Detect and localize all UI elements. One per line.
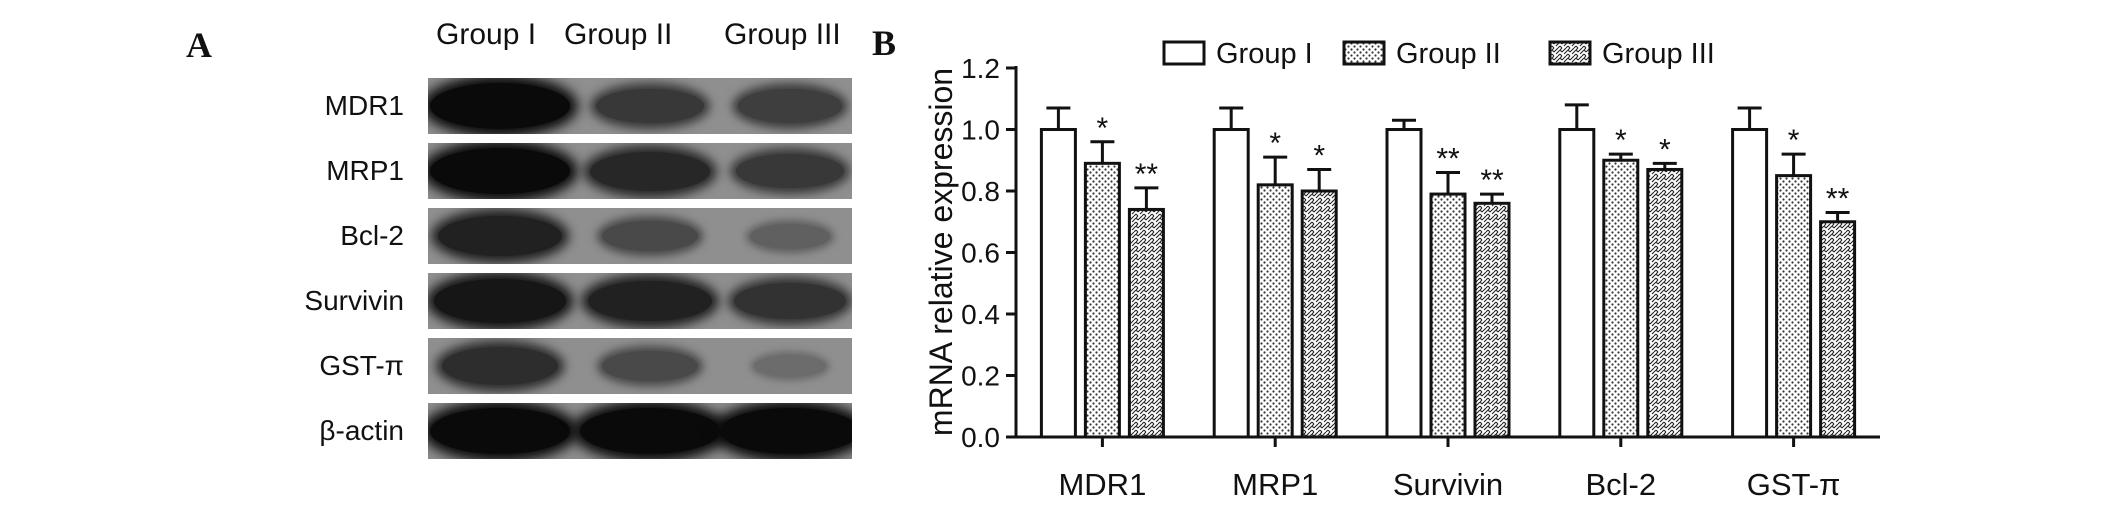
x-tick-label: GST-π <box>1747 467 1841 502</box>
panel-a-letter: A <box>186 25 212 65</box>
significance-label: ** <box>1480 164 1504 197</box>
significance-label: * <box>1269 127 1281 160</box>
blot-band <box>596 88 704 124</box>
y-tick-label: 1.0 <box>961 115 1000 146</box>
legend-swatch <box>1342 40 1386 66</box>
legend-label: Group II <box>1396 38 1501 70</box>
blot-band <box>754 354 826 378</box>
blot-lane <box>428 143 852 199</box>
blot-band <box>430 148 570 194</box>
blot-row-label: Survivin <box>304 285 404 316</box>
blot-band <box>602 350 698 382</box>
significance-label: * <box>1659 133 1671 166</box>
blot-row-label: GST-π <box>319 350 404 381</box>
blot-band <box>430 408 570 454</box>
legend-label: Group III <box>1602 38 1715 70</box>
blot-lane <box>428 208 852 264</box>
y-axis-label: mRNA relative expression <box>923 68 959 436</box>
y-tick-label: 0.8 <box>961 176 1000 207</box>
blot-lane <box>428 273 852 329</box>
significance-label: ** <box>1436 143 1460 176</box>
y-tick-label: 1.2 <box>961 53 1000 84</box>
legend-swatch <box>1548 40 1592 66</box>
bar <box>1083 161 1121 439</box>
y-tick-label: 0.2 <box>961 361 1000 392</box>
y-tick-label: 0.4 <box>961 299 1000 330</box>
blot-row-label: Bcl-2 <box>340 220 404 251</box>
bar <box>1429 192 1467 439</box>
bar <box>1127 207 1165 439</box>
bar <box>1731 128 1769 439</box>
legend-label: Group I <box>1216 38 1313 70</box>
y-tick-label: 0.6 <box>961 238 1000 269</box>
significance-label: * <box>1615 124 1627 157</box>
blot-row-label: MDR1 <box>324 90 404 121</box>
blot-row-label: MRP1 <box>326 155 404 186</box>
bar <box>1300 189 1338 439</box>
legend-swatch <box>1162 40 1206 66</box>
panel-b-letter: B <box>872 23 897 63</box>
blot-band <box>720 408 852 454</box>
bar <box>1602 158 1640 439</box>
bar <box>1385 128 1423 439</box>
bar <box>1473 201 1511 439</box>
y-tick-label: 0.0 <box>961 422 1000 453</box>
blot-band <box>738 89 842 123</box>
bar <box>1212 128 1250 439</box>
blot-group-label: Group III <box>724 18 841 51</box>
blot-band <box>434 279 566 323</box>
bar <box>1775 174 1813 439</box>
bar <box>1039 128 1077 439</box>
blot-band <box>734 282 846 320</box>
x-tick-label: MRP1 <box>1232 467 1318 502</box>
blot-lane <box>428 403 852 459</box>
blot-band <box>750 223 830 249</box>
significance-label: ** <box>1826 183 1850 216</box>
significance-label: * <box>1788 124 1800 157</box>
blot-row-label: β-actin <box>319 415 404 446</box>
blot-band <box>442 347 558 385</box>
blot-band <box>580 408 720 454</box>
blot-group-label: Group I <box>436 18 537 51</box>
blot-band <box>588 280 712 322</box>
blot-band <box>736 153 844 189</box>
blot-band <box>438 215 562 257</box>
x-tick-label: MDR1 <box>1058 467 1146 502</box>
blot-lane <box>428 78 852 134</box>
bar <box>1819 220 1857 439</box>
significance-label: * <box>1313 139 1325 172</box>
bar <box>1256 183 1294 439</box>
x-tick-label: Survivin <box>1393 467 1503 502</box>
blot-band <box>590 151 710 191</box>
blot-lane <box>428 338 852 394</box>
blot-band <box>602 220 698 252</box>
significance-label: * <box>1097 112 1109 145</box>
blot-group-label: Group II <box>564 18 673 51</box>
significance-label: ** <box>1135 158 1159 191</box>
bar <box>1646 167 1684 439</box>
bar <box>1558 128 1596 439</box>
x-tick-label: Bcl-2 <box>1585 467 1656 502</box>
blot-band <box>430 83 570 129</box>
